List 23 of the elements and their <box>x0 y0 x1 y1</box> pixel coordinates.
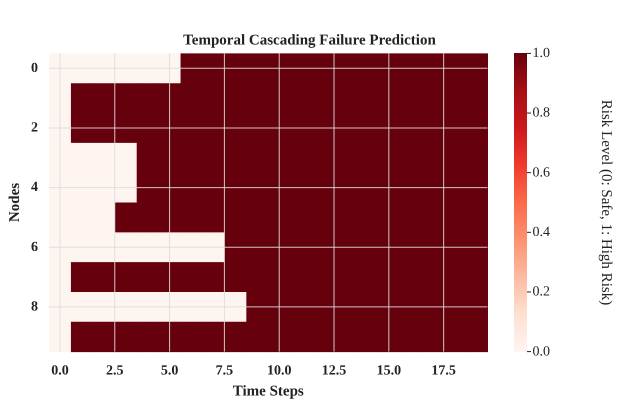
x-tick-label: 7.5 <box>216 364 234 379</box>
x-tick-label: 12.5 <box>322 364 346 379</box>
color-bar-label: 0.0 <box>532 344 550 360</box>
y-tick-label: 8 <box>31 299 38 314</box>
color-bar-label: 0.2 <box>532 284 550 300</box>
x-tick-label: 5.0 <box>160 364 178 379</box>
x-tick-label: 10.0 <box>266 364 292 379</box>
x-tick-label: 15.0 <box>376 364 402 379</box>
x-tick-label: 2.5 <box>106 364 124 379</box>
y-tick-label: 4 <box>31 180 38 196</box>
x-tick-label: 17.5 <box>431 364 456 379</box>
y-tick-label: 2 <box>31 120 38 136</box>
color-bar-label: 1.0 <box>532 46 550 62</box>
color-bar-label: 0.8 <box>532 106 550 121</box>
y-tick-label: 0 <box>31 60 38 76</box>
color-bar-label: 0.4 <box>532 224 550 240</box>
y-axis-title: Nodes <box>6 182 23 222</box>
x-axis-title: Time Steps <box>232 383 304 400</box>
x-tick-label: 0.0 <box>51 364 69 379</box>
chart-title: Temporal Cascading Failure Prediction <box>183 32 436 48</box>
color-bar-label: 0.6 <box>532 165 550 180</box>
y-tick-label: 6 <box>31 240 38 255</box>
color-bar-title: Risk Level (0: Safe, 1: High Risk) <box>598 100 614 306</box>
